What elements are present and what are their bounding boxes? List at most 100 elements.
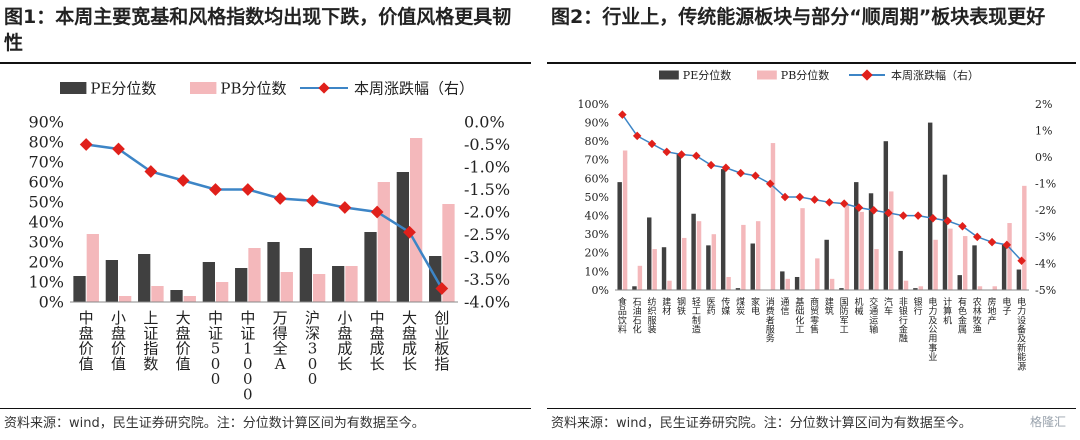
- source-rule: [547, 408, 1076, 409]
- line-point: [736, 168, 745, 178]
- line-point: [79, 138, 93, 151]
- category-label: 中盘价值: [79, 309, 94, 373]
- chart-title: 图1：本周主要宽基和风格指数均出现下跌，价值风格更具韧性: [4, 6, 512, 54]
- category-label: 大盘价值: [176, 309, 191, 373]
- bar-pb: [903, 280, 909, 290]
- bar-pe: [332, 266, 345, 302]
- line-point: [647, 139, 657, 149]
- chart-panel-1: 图1：本周主要宽基和风格指数均出现下跌，价值风格更具韧性 PE分位数 PB分位数 本…: [0, 0, 535, 440]
- category-label: 轻工制造: [692, 296, 701, 336]
- bar-pe: [632, 286, 637, 290]
- bar-pb: [1022, 185, 1027, 290]
- line-point: [987, 237, 997, 247]
- y-right-tick-label: -1.5%: [464, 180, 510, 199]
- line-point: [751, 171, 760, 180]
- source-rule: [0, 408, 531, 409]
- line-point: [780, 192, 790, 202]
- bar-pe: [868, 193, 874, 290]
- bar-pb: [86, 234, 99, 302]
- bar-pe: [706, 245, 711, 290]
- bar-pb: [216, 282, 229, 302]
- category-label: 家电: [751, 296, 760, 317]
- bar-pb: [280, 272, 293, 302]
- line-point: [176, 174, 190, 187]
- y-right-tick-label: -5%: [1035, 284, 1056, 297]
- category-label: 沪深 3 0 0: [305, 309, 320, 388]
- bar-pe: [138, 254, 151, 302]
- category-label: 基础化工: [795, 296, 804, 336]
- bar-pb: [874, 249, 879, 290]
- category-label: 房地产: [988, 296, 997, 326]
- title-rule: [0, 62, 531, 64]
- bar-pe: [927, 122, 933, 290]
- bar-pb: [992, 286, 997, 290]
- y-left-tick-label: 50%: [28, 193, 64, 212]
- bar-pe: [735, 288, 741, 290]
- y-left-tick-label: 0%: [39, 293, 64, 312]
- bar-pb: [948, 228, 953, 290]
- line-point: [112, 142, 125, 156]
- legend-marker: [318, 82, 330, 94]
- bar-pe: [883, 141, 889, 290]
- chart-1-svg: PE分位数 PB分位数 本周涨跌幅（右） 0%10%20%30%40%50%60%70…: [28, 79, 510, 403]
- bar-pe: [661, 247, 667, 290]
- legend-swatch-pe: [60, 82, 87, 94]
- line-point: [435, 282, 449, 295]
- line-point: [677, 150, 686, 159]
- category-label: 创业板指: [434, 309, 449, 373]
- category-label: 汽车: [884, 296, 893, 317]
- y-left-tick-label: 80%: [28, 133, 64, 152]
- bar-pb: [410, 138, 423, 302]
- bar-pb: [151, 286, 164, 302]
- category-label: 小盘成长: [337, 309, 352, 373]
- category-label: 万得全 A: [273, 309, 288, 373]
- category-label: 传媒: [721, 296, 730, 317]
- legend-marker: [861, 69, 873, 81]
- bar-pb: [741, 224, 746, 290]
- category-label: 煤炭: [736, 296, 745, 317]
- bar-pe: [364, 232, 377, 302]
- line-point: [706, 160, 716, 170]
- series-line-weekly-change: [85, 143, 443, 290]
- category-label: 有色金属: [958, 296, 967, 336]
- category-label: 机械: [854, 296, 863, 317]
- line-point: [306, 194, 319, 208]
- bar-pb: [442, 204, 455, 302]
- y-right-tick-label: -3.0%: [464, 248, 510, 267]
- bar-pe: [235, 268, 248, 302]
- category-label: 农林牧渔: [973, 296, 982, 336]
- chart-title: 图2：行业上，传统能源板块与部分“顺周期”板块表现更好: [551, 6, 1046, 28]
- bar-pb: [844, 204, 850, 290]
- line-point: [839, 199, 849, 208]
- line-point: [403, 225, 416, 239]
- bar-pe: [676, 154, 682, 290]
- y-right-tick-label: 2%: [1035, 98, 1052, 111]
- bar-pb: [918, 286, 924, 290]
- y-left-tick-label: 30%: [28, 233, 64, 252]
- bar-pe: [1001, 243, 1007, 290]
- bar-pe: [780, 271, 785, 290]
- line-point: [692, 151, 701, 161]
- bar-pe: [647, 217, 652, 290]
- source-note: 资料来源：wind，民生证券研究院。注：分位数计算区间为有数据至今。: [4, 416, 425, 431]
- y-left-tick-label: 50%: [585, 191, 609, 204]
- bar-pb: [755, 221, 761, 290]
- bar-pb: [962, 236, 968, 290]
- line-point: [825, 198, 834, 207]
- source-note: 资料来源：wind，民生证券研究院。注：分位数计算区间为有数据至今。: [551, 416, 972, 431]
- y-right-tick-label: -2.0%: [464, 203, 510, 222]
- bar-pb: [696, 221, 702, 290]
- bar-pb: [829, 278, 835, 290]
- bar-pe: [913, 288, 918, 290]
- bar-pe: [720, 169, 726, 290]
- line-point: [144, 165, 158, 178]
- line-point: [899, 211, 908, 220]
- title-rule: [547, 62, 1076, 64]
- line-point: [241, 183, 255, 196]
- y-right-tick-label: -0.5%: [464, 135, 510, 154]
- y-right-tick-label: 0%: [1035, 151, 1052, 164]
- category-label: 食品饮料: [618, 296, 627, 336]
- line-point: [795, 192, 805, 202]
- line-point: [338, 201, 352, 214]
- category-label: 小盘价值: [111, 309, 126, 373]
